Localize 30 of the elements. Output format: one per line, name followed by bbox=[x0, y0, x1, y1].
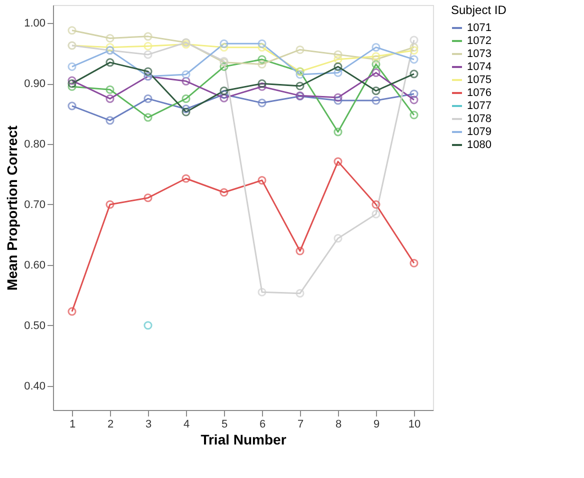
x-tick-label: 5 bbox=[221, 418, 228, 430]
y-tick-label: 0.90 bbox=[24, 78, 46, 90]
legend-label: 1079 bbox=[467, 126, 492, 138]
x-tick-label: 8 bbox=[335, 418, 342, 430]
x-tick-label: 10 bbox=[408, 418, 421, 430]
legend-title: Subject ID bbox=[451, 3, 507, 17]
x-tick-label: 9 bbox=[373, 418, 380, 430]
x-axis-title: Trial Number bbox=[200, 432, 287, 448]
legend-label: 1074 bbox=[467, 61, 492, 73]
y-tick-label: 0.70 bbox=[24, 198, 46, 211]
x-tick-label: 2 bbox=[107, 418, 114, 430]
legend-label: 1080 bbox=[467, 139, 492, 151]
x-tick-label: 3 bbox=[145, 418, 152, 430]
x-tick-label: 1 bbox=[69, 418, 76, 430]
legend-label: 1072 bbox=[467, 35, 492, 47]
x-tick-label: 7 bbox=[297, 418, 304, 430]
legend-label: 1071 bbox=[467, 22, 492, 34]
legend-label: 1076 bbox=[467, 87, 492, 99]
legend-label: 1078 bbox=[467, 113, 492, 125]
x-tick-label: 4 bbox=[183, 418, 190, 430]
legend-label: 1077 bbox=[467, 100, 492, 112]
legend-label: 1073 bbox=[467, 48, 492, 60]
y-tick-label: 0.80 bbox=[24, 138, 46, 151]
y-tick-label: 0.40 bbox=[24, 380, 46, 392]
legend-label: 1075 bbox=[467, 74, 492, 86]
y-tick-label: 1.00 bbox=[24, 18, 46, 30]
y-tick-label: 0.50 bbox=[24, 320, 46, 332]
x-tick-label: 6 bbox=[259, 418, 266, 430]
y-axis-title: Mean Proportion Correct bbox=[4, 125, 20, 290]
y-tick-label: 0.60 bbox=[24, 259, 46, 272]
